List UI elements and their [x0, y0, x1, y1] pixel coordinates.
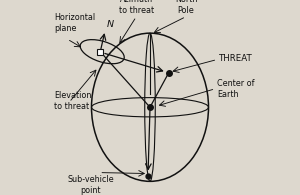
Text: North
Pole: North Pole — [175, 0, 197, 15]
Text: Center of
Earth: Center of Earth — [217, 79, 255, 99]
Text: Azimuth
to threat: Azimuth to threat — [119, 0, 154, 15]
Text: Elevation
to threat: Elevation to threat — [55, 91, 92, 112]
Text: THREAT: THREAT — [219, 54, 253, 63]
Text: Sub-vehicle
point: Sub-vehicle point — [67, 175, 114, 195]
Text: Horizontal
plane: Horizontal plane — [55, 13, 96, 33]
Text: N: N — [107, 20, 114, 29]
